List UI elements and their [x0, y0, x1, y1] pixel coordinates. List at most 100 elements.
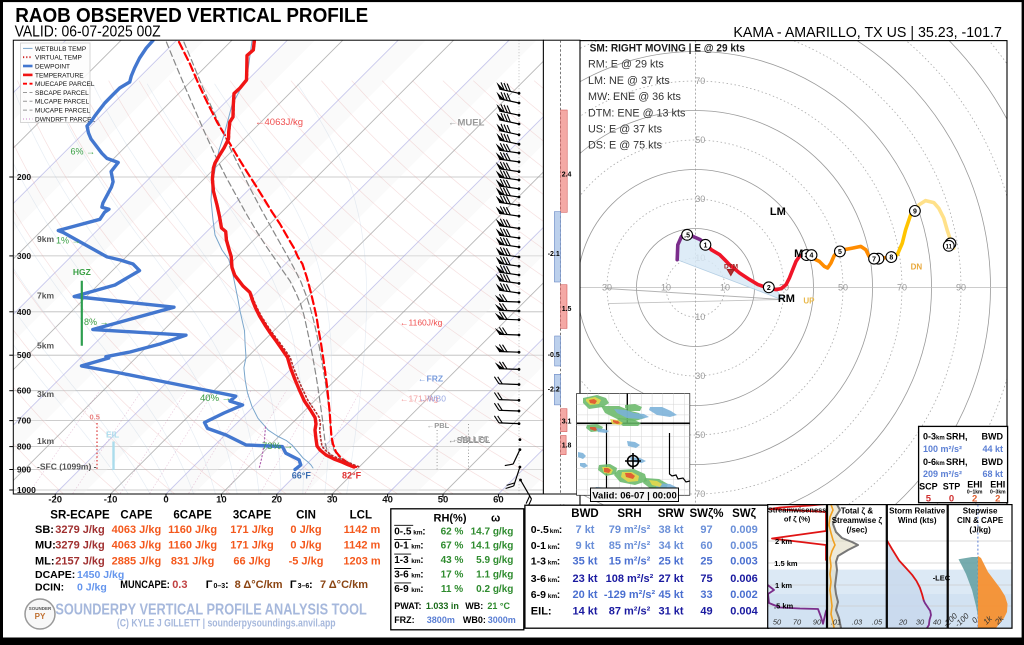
svg-text:-2.1: -2.1 [548, 251, 560, 258]
svg-text:2: 2 [767, 285, 771, 292]
svg-text:30: 30 [602, 283, 612, 293]
svg-text:3-6: 3-6 [531, 573, 546, 585]
svg-text:DEWPOINT: DEWPOINT [35, 63, 70, 70]
svg-text:3CAPE: 3CAPE [233, 510, 272, 522]
svg-text:2 km: 2 km [775, 537, 792, 546]
svg-text:CIN: CIN [296, 510, 316, 522]
svg-text:0 J/kg: 0 J/kg [290, 524, 321, 536]
svg-text::: : [557, 540, 561, 552]
svg-text:1.5: 1.5 [562, 306, 572, 313]
svg-text:BWD: BWD [982, 431, 1004, 441]
svg-text:11: 11 [946, 244, 953, 250]
svg-text:Valid: 06-07 | 00:00: Valid: 06-07 | 00:00 [592, 491, 677, 502]
svg-text:1% →: 1% → [56, 236, 81, 246]
svg-text:0.2 g/kg: 0.2 g/kg [476, 584, 513, 595]
svg-text:0-.5: 0-.5 [531, 524, 549, 536]
svg-text:LM: LM [770, 206, 786, 218]
svg-text:2: 2 [972, 493, 977, 504]
svg-text:10: 10 [661, 283, 671, 293]
svg-text:3279 J/kg: 3279 J/kg [55, 540, 105, 552]
svg-text:SWζ%: SWζ% [689, 508, 723, 520]
svg-text:0.005: 0.005 [730, 540, 758, 552]
svg-text:0.5: 0.5 [90, 413, 100, 422]
svg-text:VALID: 06-07-2025 00Z: VALID: 06-07-2025 00Z [15, 23, 161, 40]
svg-text:SRW: SRW [658, 508, 685, 520]
svg-text:400: 400 [17, 307, 31, 317]
svg-text:DCIN:: DCIN: [35, 582, 64, 594]
svg-text:5km: 5km [37, 341, 54, 351]
svg-text:DTM: ENE @ 13 kts: DTM: ENE @ 13 kts [588, 107, 686, 119]
svg-text:1142 m: 1142 m [344, 524, 381, 536]
svg-text:4: 4 [810, 253, 814, 260]
svg-text:50: 50 [695, 135, 705, 145]
svg-text:100 m²/s²: 100 m²/s² [923, 444, 962, 454]
svg-text:44 kt: 44 kt [982, 444, 1003, 454]
svg-text:800: 800 [17, 442, 31, 452]
svg-text:1142 m: 1142 m [344, 540, 381, 552]
svg-text:30: 30 [695, 371, 705, 381]
svg-text:MW: ENE @ 36 kts: MW: ENE @ 36 kts [588, 91, 682, 103]
svg-text:km: km [936, 461, 945, 467]
svg-text:171 J/kg: 171 J/kg [230, 540, 273, 552]
svg-text:←FRZ: ←FRZ [418, 374, 443, 384]
svg-text:RM: RM [778, 293, 795, 305]
svg-text:20: 20 [898, 618, 908, 627]
svg-text:TEMPERATURE: TEMPERATURE [35, 72, 84, 79]
svg-text:M: M [794, 248, 803, 260]
svg-text:(J/kg): (J/kg) [969, 526, 991, 535]
svg-text:SBCAPE PARCEL: SBCAPE PARCEL [35, 90, 89, 97]
svg-text::: : [420, 584, 423, 595]
svg-text:SOUNDERPY VERTICAL PROFILE ANA: SOUNDERPY VERTICAL PROFILE ANALYSIS TOOL [55, 602, 366, 619]
svg-text:60: 60 [700, 540, 712, 552]
svg-text:82°F: 82°F [342, 471, 362, 481]
svg-text:←4063J/kg: ←4063J/kg [255, 117, 303, 128]
svg-text:21 °C: 21 °C [487, 601, 510, 611]
svg-text:4063 J/kg: 4063 J/kg [112, 540, 162, 552]
svg-text:SWζ: SWζ [732, 508, 757, 520]
svg-text:9km: 9km [37, 234, 54, 244]
svg-text:7 kt: 7 kt [576, 524, 595, 536]
svg-text:SRH,: SRH, [946, 457, 968, 467]
svg-text:6-9: 6-9 [531, 589, 546, 601]
svg-text:1450 J/kg: 1450 J/kg [77, 569, 124, 581]
svg-text:BWD: BWD [982, 457, 1004, 467]
svg-text:Streamwiseness: Streamwiseness [768, 506, 827, 515]
svg-text:6% →: 6% → [71, 147, 96, 157]
svg-text:SR-ECAPE: SR-ECAPE [50, 510, 110, 522]
svg-text:2.4: 2.4 [562, 171, 572, 178]
svg-text:0-1: 0-1 [394, 541, 409, 552]
svg-text:8: 8 [889, 255, 893, 262]
svg-text:US: E @ 37 kts: US: E @ 37 kts [588, 124, 663, 136]
svg-text:RH(%): RH(%) [434, 513, 467, 525]
svg-text:75: 75 [700, 573, 712, 585]
svg-text:23 kt: 23 kt [572, 573, 597, 585]
svg-text:←PBL: ←PBL [427, 421, 450, 430]
svg-text:MU:: MU: [35, 540, 56, 552]
svg-text::: : [557, 589, 561, 601]
svg-text:15 m²/s²: 15 m²/s² [609, 556, 651, 568]
svg-text:SOUNDER: SOUNDER [29, 606, 52, 611]
svg-text:STP: STP [943, 482, 961, 492]
svg-text:RM: E @ 29 kts: RM: E @ 29 kts [588, 59, 664, 71]
svg-text:1.033 in: 1.033 in [426, 601, 459, 611]
svg-text:10: 10 [720, 283, 730, 293]
svg-text:3km: 3km [37, 389, 54, 399]
svg-text:43 %: 43 % [441, 555, 464, 566]
svg-text:7km: 7km [37, 291, 54, 301]
svg-text:34 kt: 34 kt [658, 540, 683, 552]
svg-text:KAMA - AMARILLO, TX US | 35.23: KAMA - AMARILLO, TX US | 35.23, -101.7 [733, 24, 1002, 41]
svg-text:831 J/kg: 831 J/kg [171, 556, 214, 568]
svg-text:70: 70 [695, 76, 705, 86]
svg-text:300: 300 [17, 251, 31, 261]
svg-text::: : [225, 579, 229, 591]
svg-text:1 km: 1 km [775, 581, 792, 590]
svg-text::: : [557, 573, 561, 585]
svg-text:200: 200 [17, 172, 31, 182]
svg-text:62 %: 62 % [441, 526, 464, 537]
svg-text:VIRTUAL TEMP: VIRTUAL TEMP [35, 55, 82, 62]
svg-text:700: 700 [17, 416, 31, 426]
svg-text::: : [559, 524, 563, 536]
svg-text:DWNDRFT PARCEL: DWNDRFT PARCEL [35, 116, 95, 123]
svg-text:209 m²/s²: 209 m²/s² [923, 469, 962, 479]
svg-text:20 kt: 20 kt [572, 589, 597, 601]
